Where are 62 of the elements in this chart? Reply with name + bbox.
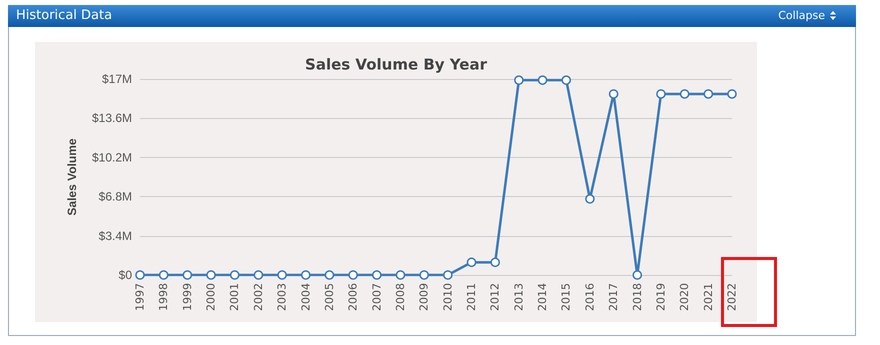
x-tick-label: 2005 [322, 283, 336, 311]
point [680, 89, 690, 99]
x-tick-label: 2021 [702, 283, 715, 311]
point [158, 270, 168, 280]
point [230, 270, 240, 280]
point [182, 270, 192, 280]
point [396, 270, 406, 280]
x-tick-label: 2012 [488, 283, 502, 311]
x-tick-label: 2003 [276, 283, 289, 311]
x-tick-label: 1998 [157, 283, 170, 311]
y-axis-title: Sales Volume [65, 138, 79, 216]
point [135, 270, 145, 280]
x-tick-label: 2016 [583, 283, 596, 311]
point [466, 258, 476, 268]
x-tick-label: 2022 [726, 283, 738, 311]
x-tick-label: 2017 [607, 283, 620, 311]
point [632, 270, 642, 280]
point [301, 270, 311, 280]
x-tick-label: 2001 [228, 283, 242, 311]
x-tick-label: 2020 [678, 283, 692, 311]
y-tick-label: $3.4M [98, 228, 132, 243]
point [727, 89, 737, 99]
point [490, 258, 500, 268]
x-tick-label: 2019 [654, 283, 668, 311]
x-tick-label: 2009 [418, 283, 431, 311]
y-tick-label: $13.6M [92, 111, 132, 126]
point [419, 270, 429, 280]
y-tick-label: $0 [118, 268, 132, 282]
x-tick-label: 2006 [346, 283, 360, 311]
point [206, 270, 216, 280]
point [348, 270, 358, 280]
point [443, 270, 453, 280]
chart-title: Sales Volume By Year [305, 56, 488, 74]
x-tick-label: 1997 [134, 283, 146, 311]
x-tick-label: 1999 [180, 283, 194, 311]
point [704, 89, 714, 99]
y-tick-label: $17M [102, 72, 132, 86]
x-tick-label: 2018 [630, 283, 644, 311]
point [585, 194, 595, 204]
y-tick-label: $6.8M [98, 190, 132, 204]
x-tick-label: 2002 [252, 283, 265, 311]
point [656, 89, 666, 99]
x-tick-label: 2015 [560, 283, 573, 311]
point [324, 270, 334, 280]
x-tick-label: 2007 [370, 283, 384, 311]
text: Historical Data [16, 8, 112, 23]
x-tick-label: 2013 [512, 283, 526, 311]
y-tick-label: $10.2M [92, 150, 132, 164]
text: Collapse [778, 9, 825, 22]
point [562, 75, 571, 85]
point [254, 270, 264, 280]
x-tick-label: 2008 [394, 283, 407, 311]
x-tick-label: 2010 [441, 283, 454, 311]
x-tick-label: 2011 [465, 283, 478, 311]
x-tick-label: 2004 [299, 283, 312, 311]
x-tick-label: 2000 [204, 283, 218, 311]
point [372, 270, 382, 280]
x-tick-label: 2014 [536, 283, 550, 311]
point [608, 89, 618, 99]
point [538, 75, 548, 85]
point [514, 75, 524, 85]
point [277, 270, 287, 280]
